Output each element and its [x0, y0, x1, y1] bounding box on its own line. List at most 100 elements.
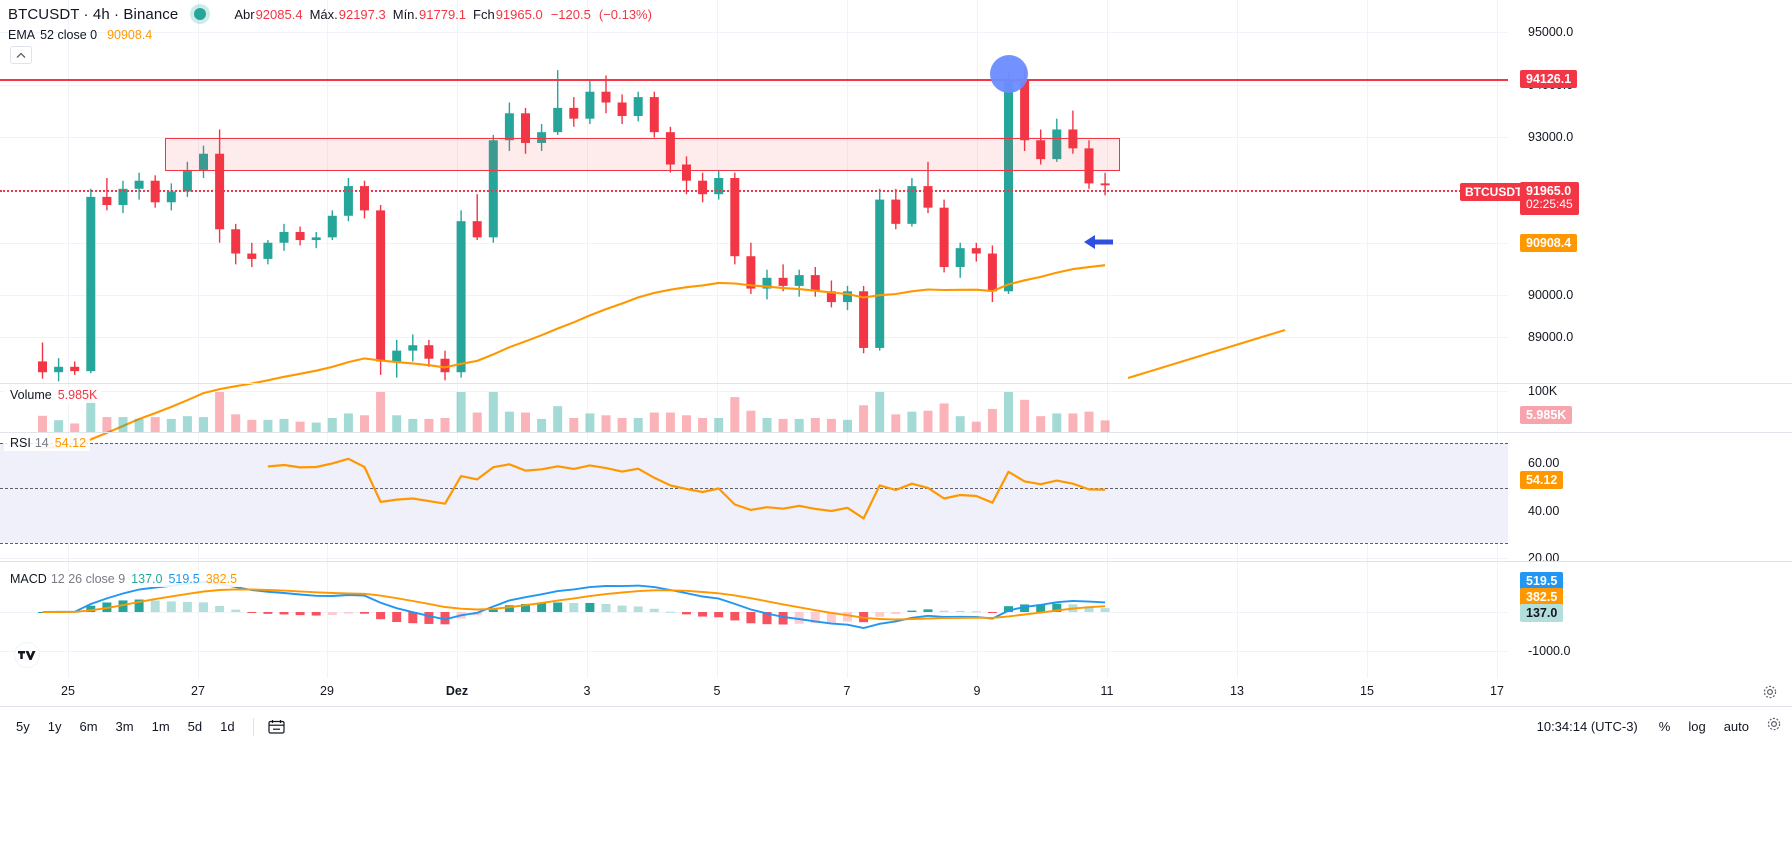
macd-tick: -1000.0 — [1528, 644, 1571, 658]
rsi-label: RSI — [10, 436, 31, 450]
ohlc-open-value: 92085.4 — [255, 6, 303, 22]
time-tick: 9 — [973, 684, 981, 698]
gear-icon — [1763, 685, 1777, 699]
macd-scale[interactable]: 0.00 -1000.0 519.5 382.5 137.0 — [1508, 562, 1792, 678]
collapse-legend-button[interactable] — [10, 46, 32, 64]
symbol-title[interactable]: BTCUSDT · 4h · Binance — [8, 5, 179, 23]
time-tick: 17 — [1490, 684, 1504, 698]
range-5y[interactable]: 5y — [16, 719, 30, 734]
macd-signal-badge: 382.5 — [1520, 588, 1564, 606]
volume-pane[interactable] — [0, 384, 1508, 432]
resistance-line[interactable] — [0, 79, 1508, 81]
price-pane[interactable] — [0, 0, 1508, 449]
auto-scale-button[interactable]: auto — [1723, 719, 1749, 734]
volume-legend[interactable]: Volume 5.985K — [4, 387, 102, 403]
time-tick: 13 — [1230, 684, 1244, 698]
volume-value: 5.985K — [57, 388, 98, 402]
last-price-line — [0, 190, 1508, 192]
price-tick: 95000.0 — [1528, 25, 1574, 39]
price-tick: 93000.0 — [1528, 130, 1574, 144]
ema-value: 90908.4 — [107, 28, 153, 42]
arrow-left-icon[interactable] — [1082, 232, 1114, 252]
macd-hist-value: 137.0 — [131, 572, 163, 586]
resistance-zone-box[interactable] — [165, 138, 1120, 171]
price-scale[interactable]: 95000.0 94000.0 93000.0 92000.0 91000.0 … — [1508, 0, 1792, 383]
legend-primary-row: BTCUSDT · 4h · Binance Abr92085.4 Máx.921… — [8, 4, 652, 24]
ohlc-low-value: 91779.1 — [419, 6, 467, 22]
last-price-value: 91965.0 — [1526, 184, 1572, 198]
highlight-marker-circle[interactable] — [990, 55, 1028, 93]
macd-pane[interactable] — [0, 562, 1508, 678]
rsi-value: 54.12 — [54, 436, 87, 450]
macd-line-badge: 519.5 — [1520, 572, 1564, 590]
time-tick: 7 — [843, 684, 851, 698]
rsi-mid-line — [0, 488, 1508, 489]
toolbar-right-controls: 10:34:14 (UTC-3) % log auto — [1537, 715, 1792, 738]
clock-label: 10:34:14 (UTC-3) — [1536, 719, 1638, 734]
calendar-range-icon — [267, 720, 285, 734]
time-axis[interactable]: 25 27 29 Dez 3 5 7 9 11 13 15 17 — [0, 678, 1792, 706]
resistance-price-badge[interactable]: 94126.1 — [1520, 70, 1578, 88]
ohlc-high-value: 92197.3 — [338, 6, 386, 22]
time-tick: 27 — [191, 684, 205, 698]
volume-tick: 100K — [1528, 384, 1558, 398]
macd-signal-value: 382.5 — [205, 572, 238, 586]
range-1y[interactable]: 1y — [47, 719, 62, 734]
tradingview-logo-icon[interactable] — [14, 642, 40, 668]
range-3m[interactable]: 3m — [115, 719, 134, 734]
rsi-tick: 60.00 — [1528, 456, 1560, 470]
macd-legend[interactable]: MACD 12 26 close 9 137.0 519.5 382.5 — [4, 571, 242, 587]
macd-line-value: 519.5 — [168, 572, 200, 586]
percent-scale-button[interactable]: % — [1658, 719, 1671, 734]
time-tick: 5 — [713, 684, 721, 698]
toolbar-divider — [252, 717, 254, 736]
range-1d[interactable]: 1d — [220, 719, 235, 734]
volume-scale[interactable]: 100K 5.985K — [1508, 384, 1792, 432]
macd-params: 12 26 close 9 — [50, 572, 126, 586]
price-tick: 90000.0 — [1528, 288, 1574, 302]
ohlc-high-label: Máx. — [309, 6, 338, 22]
macd-label: MACD — [10, 572, 47, 586]
rsi-series — [267, 457, 1106, 520]
bar-countdown: 02:25:45 — [1526, 197, 1573, 212]
gear-icon — [1767, 717, 1781, 731]
time-tick: 29 — [320, 684, 334, 698]
chart-settings-button[interactable] — [1762, 684, 1778, 705]
macd-series — [38, 580, 1110, 629]
change-percent: (−0.13%) — [598, 6, 652, 22]
change-absolute: −120.5 — [550, 6, 591, 22]
range-selector: 5y 1y 6m 3m 1m 5d 1d — [0, 716, 289, 737]
ema-params: 52 close 0 — [40, 28, 98, 42]
rsi-overbought-oversold-band — [0, 443, 1508, 543]
ema-legend-row[interactable]: EMA 52 close 0 90908.4 — [8, 26, 652, 44]
candlestick-series — [38, 67, 1286, 449]
range-1m[interactable]: 1m — [151, 719, 170, 734]
volume-series — [38, 392, 1110, 432]
ohlc-close-label: Fch — [473, 6, 495, 22]
rsi-legend[interactable]: RSI 14 54.12 — [4, 435, 91, 451]
volume-badge: 5.985K — [1520, 406, 1573, 424]
ohlc-open-label: Abr — [234, 6, 255, 22]
time-tick: 15 — [1360, 684, 1374, 698]
volume-label: Volume — [10, 388, 52, 402]
rsi-pane[interactable] — [0, 433, 1508, 561]
date-range-button[interactable] — [264, 717, 289, 736]
range-6m[interactable]: 6m — [79, 719, 98, 734]
ohlc-low-label: Mín. — [392, 6, 419, 22]
rsi-badge: 54.12 — [1520, 471, 1564, 489]
range-5d[interactable]: 5d — [187, 719, 203, 734]
time-tick-month: Dez — [445, 684, 469, 698]
symbol-price-tag: BTCUSDT — [1460, 183, 1528, 201]
rsi-scale[interactable]: 60.00 40.00 20.00 54.12 — [1508, 433, 1792, 565]
ema-indicator-name: EMA — [8, 28, 36, 42]
rsi-upper-threshold-line — [0, 443, 1508, 444]
ema-price-badge[interactable]: 90908.4 — [1520, 234, 1578, 252]
toolbar-settings-button[interactable] — [1766, 716, 1782, 737]
bottom-toolbar: 5y 1y 6m 3m 1m 5d 1d 10:34:14 (UTC-3) % … — [0, 706, 1792, 746]
time-tick: 11 — [1100, 684, 1114, 698]
last-price-badge[interactable]: 91965.0 02:25:45 — [1520, 182, 1579, 216]
ohlc-values: Abr92085.4 Máx.92197.3 Mín.91779.1 Fch91965… — [234, 7, 652, 22]
log-scale-button[interactable]: log — [1688, 719, 1706, 734]
rsi-params: 14 — [34, 436, 49, 450]
